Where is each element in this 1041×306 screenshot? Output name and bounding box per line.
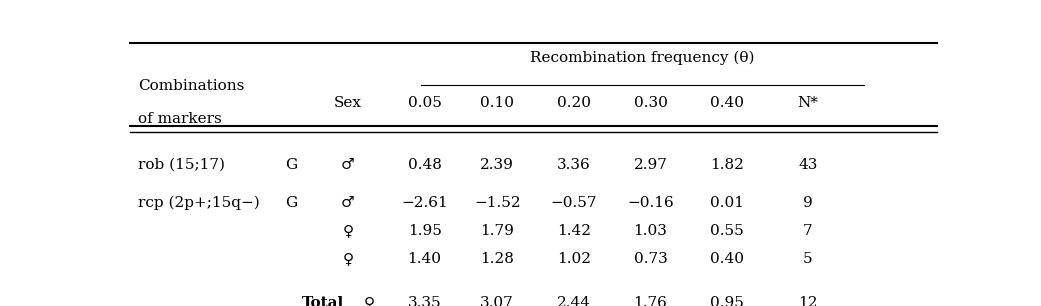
Text: 2.39: 2.39 <box>480 158 514 172</box>
Text: Total: Total <box>302 296 344 306</box>
Text: ♀: ♀ <box>342 224 354 238</box>
Text: rcp (2p+;15q−): rcp (2p+;15q−) <box>138 196 260 210</box>
Text: ♀: ♀ <box>342 252 354 267</box>
Text: 12: 12 <box>798 296 817 306</box>
Text: 0.48: 0.48 <box>408 158 441 172</box>
Text: 3.07: 3.07 <box>480 296 514 306</box>
Text: 9: 9 <box>803 196 813 210</box>
Text: 2.97: 2.97 <box>634 158 667 172</box>
Text: ♂: ♂ <box>341 196 355 210</box>
Text: −0.57: −0.57 <box>551 196 598 210</box>
Text: rob (15;17): rob (15;17) <box>138 158 225 172</box>
Text: −0.16: −0.16 <box>627 196 674 210</box>
Text: ♀: ♀ <box>364 296 375 306</box>
Text: G: G <box>285 158 298 172</box>
Text: Recombination frequency (θ): Recombination frequency (θ) <box>530 51 755 65</box>
Text: 0.40: 0.40 <box>710 252 744 267</box>
Text: 1.02: 1.02 <box>557 252 591 267</box>
Text: N*: N* <box>797 96 818 110</box>
Text: 0.20: 0.20 <box>557 96 591 110</box>
Text: 0.10: 0.10 <box>480 96 514 110</box>
Text: 0.05: 0.05 <box>408 96 441 110</box>
Text: 0.55: 0.55 <box>710 224 744 238</box>
Text: 1.03: 1.03 <box>634 224 667 238</box>
Text: of markers: of markers <box>138 112 222 126</box>
Text: −1.52: −1.52 <box>474 196 520 210</box>
Text: 1.42: 1.42 <box>557 224 591 238</box>
Text: 0.95: 0.95 <box>710 296 744 306</box>
Text: Combinations: Combinations <box>138 79 245 93</box>
Text: ♂: ♂ <box>341 158 355 172</box>
Text: 3.36: 3.36 <box>557 158 590 172</box>
Text: 0.30: 0.30 <box>634 96 667 110</box>
Text: 43: 43 <box>798 158 817 172</box>
Text: 5: 5 <box>803 252 813 267</box>
Text: 3.35: 3.35 <box>408 296 441 306</box>
Text: 1.79: 1.79 <box>480 224 514 238</box>
Text: 7: 7 <box>803 224 813 238</box>
Text: Sex: Sex <box>334 96 362 110</box>
Text: 1.28: 1.28 <box>480 252 514 267</box>
Text: 0.73: 0.73 <box>634 252 667 267</box>
Text: 1.76: 1.76 <box>634 296 667 306</box>
Text: 1.95: 1.95 <box>408 224 441 238</box>
Text: 2.44: 2.44 <box>557 296 591 306</box>
Text: 1.40: 1.40 <box>408 252 441 267</box>
Text: 0.40: 0.40 <box>710 96 744 110</box>
Text: G: G <box>285 196 298 210</box>
Text: 0.01: 0.01 <box>710 196 744 210</box>
Text: 1.82: 1.82 <box>710 158 744 172</box>
Text: −2.61: −2.61 <box>401 196 448 210</box>
